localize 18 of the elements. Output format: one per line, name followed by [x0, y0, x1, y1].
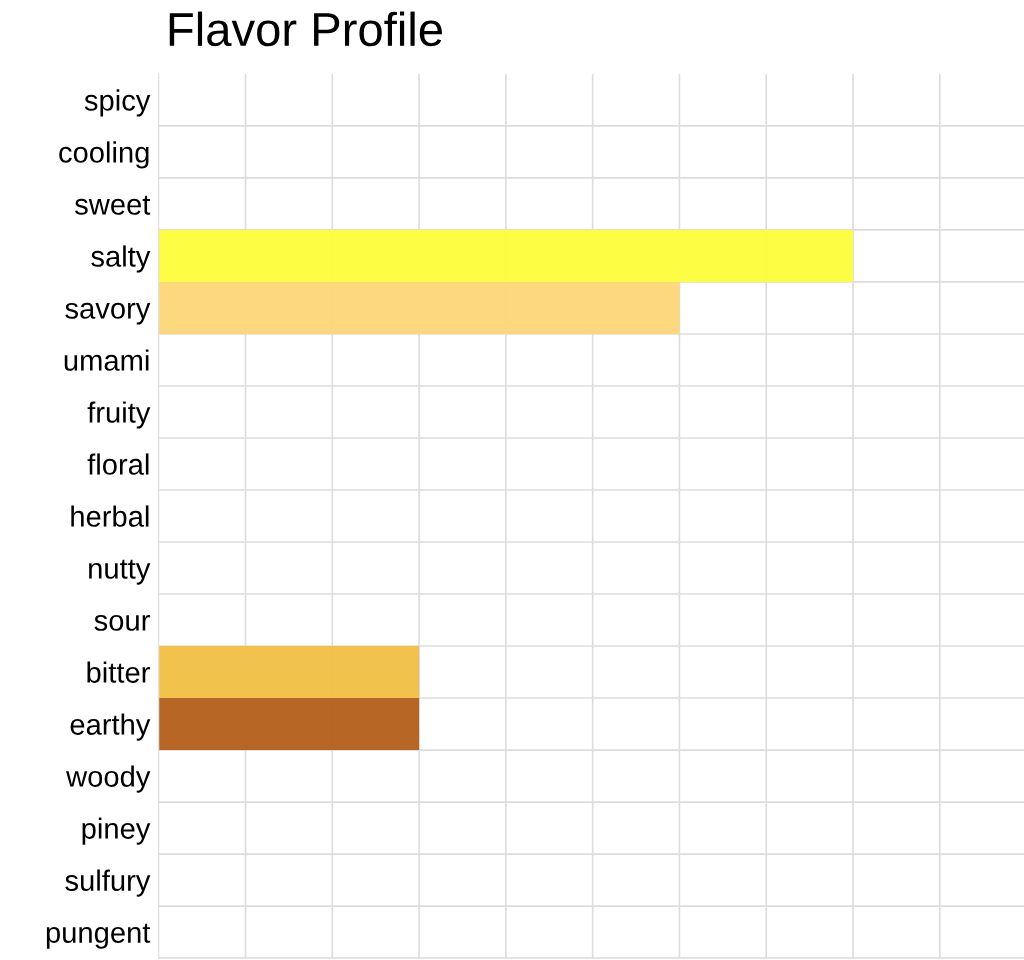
y-tick-label: sulfury [65, 869, 151, 897]
y-tick-label: sweet [75, 195, 151, 215]
y-tick-label: cooling [59, 141, 149, 169]
y-tick-label: herbal [71, 505, 149, 527]
y-tick-label: umami [64, 349, 149, 371]
y-tick-label: woody [66, 765, 151, 793]
y-tick-label: sour [94, 614, 150, 631]
y-tick-label: floral [87, 453, 149, 475]
y-tick-label: piney [82, 817, 151, 845]
y-tick-label: spicy [84, 89, 151, 117]
chart-title: Flavor Profile [169, 11, 442, 47]
y-tick-label: earthy [70, 713, 151, 741]
y-tick-label: salty [91, 245, 151, 273]
y-tick-label: savory [65, 302, 151, 325]
y-tick-label: nutty [89, 559, 151, 585]
y-tick-label: pungent [46, 923, 151, 949]
y-tick-label: bitter [87, 661, 150, 683]
y-tick-label: fruity [87, 401, 151, 429]
